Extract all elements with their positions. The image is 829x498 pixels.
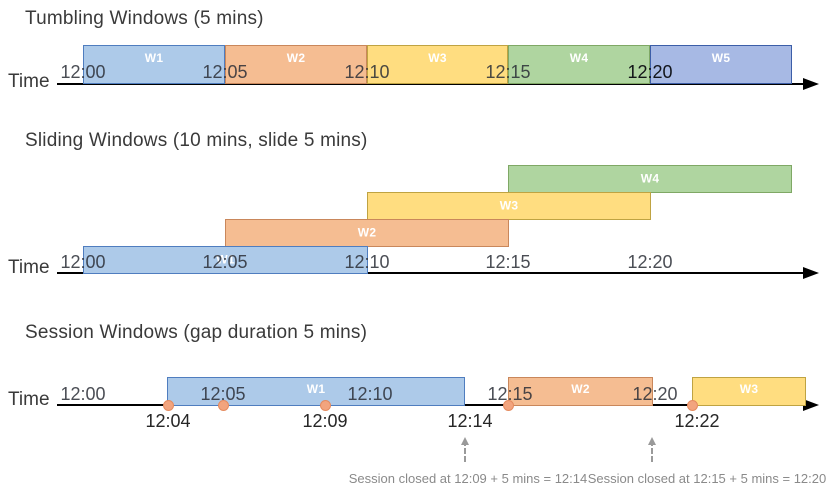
- window-label: W4: [640, 171, 660, 186]
- tick-label: 12:15: [485, 252, 531, 272]
- window-box-w2: W2: [508, 377, 653, 406]
- annotation-text: Session closed at 12:15 + 5 mins = 12:20: [587, 471, 827, 486]
- window-box-w1: W1: [167, 377, 465, 406]
- event-dot: [320, 400, 331, 411]
- event-dot: [218, 400, 229, 411]
- axis-arrowhead-icon: [803, 267, 819, 279]
- annotation-text: Session closed at 12:09 + 5 mins = 12:14: [348, 471, 588, 486]
- event-time-label: 12:09: [302, 411, 348, 431]
- window-box-w1: W1: [83, 45, 225, 84]
- window-label: W2: [571, 382, 590, 396]
- axis-arrowhead-icon: [803, 78, 819, 90]
- window-label: W2: [286, 51, 306, 65]
- tick-label: 12:10: [344, 252, 390, 272]
- event-dot: [687, 400, 698, 411]
- event-time-label: 12:14: [447, 411, 493, 431]
- session-close-arrow-icon: [461, 437, 469, 462]
- window-label: W1: [216, 252, 235, 267]
- window-label: W5: [711, 51, 731, 65]
- axis-line: [57, 272, 805, 274]
- section-title-sliding: Sliding Windows (10 mins, slide 5 mins): [25, 130, 368, 151]
- session-close-arrow-icon: [648, 437, 656, 462]
- window-box-w3: W3: [692, 377, 806, 406]
- window-box-w4: W4: [508, 165, 792, 193]
- tick-label: 12:10: [344, 62, 390, 82]
- tick-label: 12:20: [627, 252, 673, 272]
- tick-label: 12:05: [202, 252, 248, 272]
- time-axis-label: Time: [8, 389, 50, 410]
- tick-label: 12:05: [202, 62, 248, 82]
- axis-arrowhead-icon: [803, 399, 819, 411]
- window-box-w4: W4: [508, 45, 650, 84]
- axis-line: [57, 83, 805, 85]
- tick-label: 12:15: [485, 62, 531, 82]
- tick-label: 12:05: [200, 384, 246, 404]
- event-time-label: 12:04: [145, 411, 191, 431]
- section-title-session: Session Windows (gap duration 5 mins): [25, 322, 368, 343]
- time-axis-label: Time: [8, 71, 50, 92]
- window-box-w5: W5: [650, 45, 792, 84]
- window-box-w3: W3: [367, 45, 508, 84]
- window-label: W3: [739, 382, 759, 396]
- window-label: W3: [428, 51, 447, 65]
- event-time-label: 12:22: [674, 411, 720, 431]
- tick-label: 12:20: [627, 62, 673, 82]
- time-axis-label: Time: [8, 257, 50, 278]
- window-label: W1: [144, 51, 164, 65]
- tick-label: 12:15: [487, 384, 533, 404]
- arrow-up-head-icon: [648, 437, 656, 445]
- tick-label: 12:00: [60, 384, 106, 404]
- window-label: W1: [306, 382, 326, 396]
- event-dot: [163, 400, 174, 411]
- window-box-w2: W2: [225, 45, 367, 84]
- tick-label: 12:10: [347, 384, 393, 404]
- window-box-w3: W3: [367, 192, 651, 220]
- arrow-up-head-icon: [461, 437, 469, 445]
- window-label: W2: [357, 225, 377, 240]
- section-title-tumbling: Tumbling Windows (5 mins): [25, 8, 264, 29]
- tick-label: 12:00: [60, 252, 106, 272]
- window-box-w2: W2: [225, 219, 509, 247]
- tick-label: 12:20: [632, 384, 678, 404]
- window-label: W3: [499, 198, 519, 213]
- window-label: W4: [569, 51, 589, 65]
- window-box-w1: W1: [83, 246, 368, 274]
- tick-label: 12:00: [60, 62, 106, 82]
- event-dot: [503, 400, 514, 411]
